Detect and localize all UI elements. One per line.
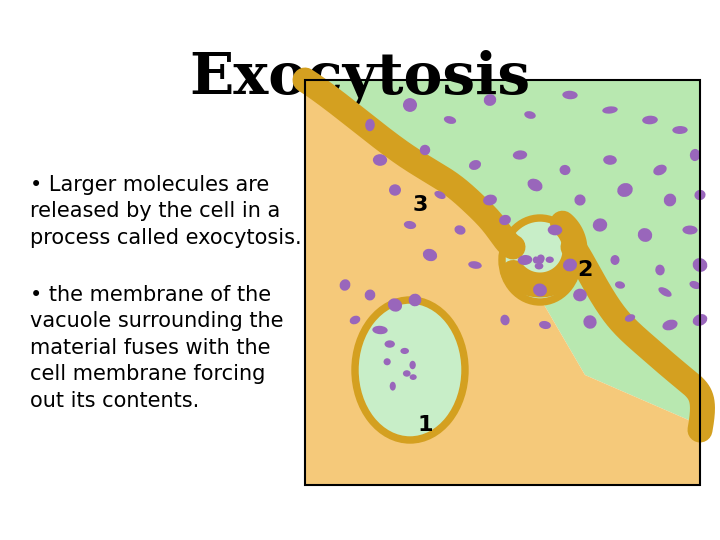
Ellipse shape — [384, 340, 395, 348]
Ellipse shape — [559, 165, 570, 175]
Ellipse shape — [533, 256, 539, 264]
Ellipse shape — [350, 316, 360, 325]
Ellipse shape — [575, 194, 585, 206]
Ellipse shape — [390, 382, 396, 390]
Ellipse shape — [593, 218, 607, 232]
Ellipse shape — [533, 284, 547, 296]
Ellipse shape — [563, 259, 577, 272]
Ellipse shape — [693, 258, 707, 272]
Ellipse shape — [536, 257, 544, 264]
Ellipse shape — [444, 116, 456, 124]
Ellipse shape — [502, 218, 578, 302]
Ellipse shape — [423, 249, 437, 261]
Text: 2: 2 — [577, 260, 593, 280]
Ellipse shape — [602, 106, 618, 113]
Ellipse shape — [535, 262, 544, 269]
Ellipse shape — [389, 184, 401, 195]
Ellipse shape — [524, 111, 536, 119]
Ellipse shape — [410, 361, 416, 369]
Ellipse shape — [653, 165, 667, 176]
Ellipse shape — [409, 294, 421, 306]
Ellipse shape — [693, 314, 707, 326]
Ellipse shape — [400, 348, 409, 354]
Ellipse shape — [434, 191, 446, 199]
Ellipse shape — [695, 190, 706, 200]
Ellipse shape — [454, 225, 466, 235]
Ellipse shape — [642, 116, 658, 124]
Ellipse shape — [662, 320, 678, 330]
Ellipse shape — [548, 225, 562, 235]
Ellipse shape — [603, 155, 617, 165]
Ellipse shape — [403, 98, 417, 112]
Ellipse shape — [513, 150, 527, 160]
Ellipse shape — [384, 358, 391, 365]
Ellipse shape — [404, 221, 416, 229]
Ellipse shape — [539, 321, 551, 329]
Ellipse shape — [365, 289, 375, 300]
Ellipse shape — [372, 326, 387, 334]
Ellipse shape — [340, 279, 351, 291]
Ellipse shape — [583, 315, 597, 329]
Ellipse shape — [365, 119, 375, 131]
Ellipse shape — [468, 261, 482, 269]
Ellipse shape — [420, 145, 431, 155]
Ellipse shape — [615, 281, 625, 289]
Ellipse shape — [484, 94, 496, 106]
Ellipse shape — [528, 179, 542, 191]
Ellipse shape — [664, 194, 676, 206]
Text: Exocytosis: Exocytosis — [189, 50, 531, 107]
Text: • Larger molecules are
released by the cell in a
process called exocytosis.: • Larger molecules are released by the c… — [30, 175, 302, 248]
Ellipse shape — [410, 374, 417, 380]
Ellipse shape — [469, 160, 481, 170]
Ellipse shape — [690, 149, 700, 161]
Polygon shape — [305, 80, 700, 425]
Ellipse shape — [658, 287, 672, 297]
Ellipse shape — [611, 255, 619, 265]
Ellipse shape — [655, 265, 665, 275]
Ellipse shape — [403, 370, 410, 377]
Ellipse shape — [638, 228, 652, 242]
Text: 3: 3 — [413, 195, 428, 215]
Ellipse shape — [617, 183, 633, 197]
Ellipse shape — [690, 281, 701, 289]
Text: • the membrane of the
vacuole surrounding the
material fuses with the
cell membr: • the membrane of the vacuole surroundin… — [30, 285, 284, 410]
Ellipse shape — [683, 226, 698, 234]
Ellipse shape — [483, 194, 497, 205]
Ellipse shape — [518, 255, 532, 265]
Ellipse shape — [500, 315, 510, 325]
Ellipse shape — [625, 314, 635, 322]
Polygon shape — [514, 224, 574, 284]
Ellipse shape — [355, 300, 465, 440]
Ellipse shape — [373, 154, 387, 166]
Ellipse shape — [546, 256, 554, 263]
Text: 1: 1 — [418, 415, 433, 435]
Ellipse shape — [672, 126, 688, 134]
Ellipse shape — [537, 254, 545, 262]
Ellipse shape — [562, 91, 577, 99]
Ellipse shape — [499, 215, 511, 225]
Ellipse shape — [388, 298, 402, 312]
Polygon shape — [305, 80, 700, 485]
Ellipse shape — [573, 289, 587, 301]
